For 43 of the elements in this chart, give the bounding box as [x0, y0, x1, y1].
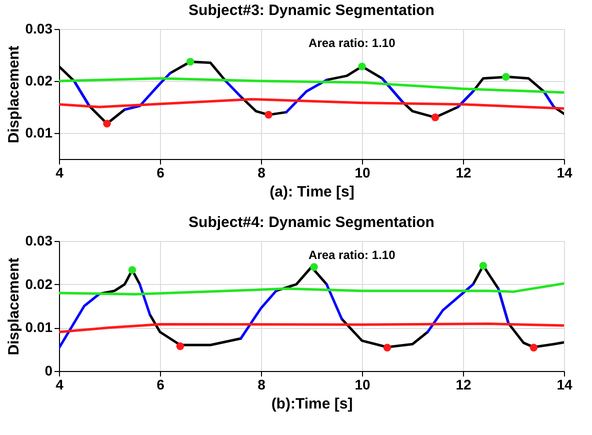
point — [502, 72, 510, 81]
x-axis-title: (a): Time [s] — [270, 184, 354, 200]
x-tick-label: 8 — [258, 164, 266, 180]
line-series — [59, 98, 564, 110]
y-tick-label: 0.02 — [25, 276, 53, 292]
y-tick-label: 0.02 — [25, 72, 53, 88]
line-series — [59, 322, 564, 334]
x-tick-label: 10 — [354, 164, 370, 180]
chart-title: Subject#3: Dynamic Segmentation — [188, 2, 434, 19]
y-tick-label: 0.03 — [25, 232, 53, 248]
annotation: Area ratio: 1.10 — [308, 36, 396, 50]
y-axis-title: Displacement — [5, 46, 22, 144]
point — [128, 266, 136, 274]
x-axis-title: (b):Time [s] — [271, 396, 353, 412]
point — [383, 344, 392, 352]
x-tick-label: 14 — [556, 164, 572, 180]
annotation: Area ratio: 1.10 — [308, 248, 396, 262]
point — [103, 120, 111, 128]
point — [530, 344, 538, 352]
x-tick-label: 6 — [156, 164, 165, 180]
y-axis-title: Displacement — [5, 258, 22, 356]
x-tick-label: 12 — [456, 376, 472, 392]
x-tick-label: 14 — [556, 376, 572, 392]
point — [431, 114, 440, 122]
x-tick-label: 12 — [456, 164, 472, 180]
point — [310, 263, 318, 271]
y-tick-label: 0 — [44, 362, 53, 378]
point — [264, 110, 272, 119]
chart-title: Subject#4: Dynamic Segmentation — [188, 214, 434, 231]
x-tick-label: 8 — [258, 376, 266, 392]
x-tick-label: 4 — [56, 376, 64, 392]
point — [358, 62, 366, 70]
point — [479, 262, 488, 270]
y-tick-label: 0.03 — [25, 20, 53, 36]
y-tick-label: 0.01 — [25, 319, 53, 336]
line-series — [59, 77, 564, 94]
point — [186, 58, 194, 66]
line-series — [59, 282, 564, 296]
y-tick-label: 0.01 — [25, 124, 53, 140]
x-tick-label: 6 — [156, 376, 165, 392]
x-tick-label: 10 — [354, 376, 370, 392]
x-tick-label: 4 — [56, 164, 64, 180]
point — [176, 342, 184, 350]
